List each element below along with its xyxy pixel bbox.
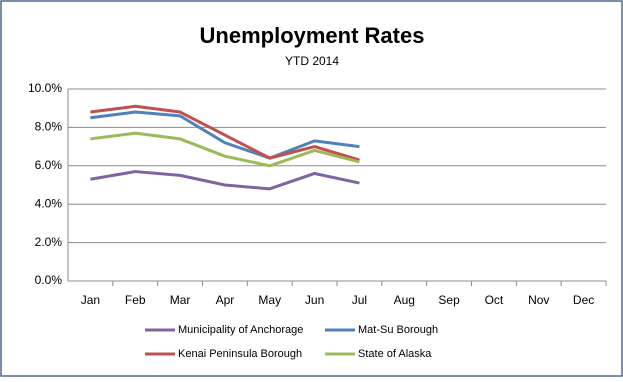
legend-label: Mat-Su Borough: [358, 324, 438, 336]
chart-subtitle: YTD 2014: [285, 54, 339, 68]
y-tick-label: 10.0%: [28, 81, 62, 95]
x-tick-label: Feb: [125, 293, 146, 307]
chart-title: Unemployment Rates: [200, 23, 425, 48]
x-tick-label: Jan: [81, 293, 100, 307]
x-tick-label: Jun: [305, 293, 324, 307]
series-line: [90, 110, 360, 160]
legend-label: Municipality of Anchorage: [178, 324, 303, 336]
series-line: [90, 104, 360, 162]
y-tick-label: 2.0%: [35, 235, 63, 249]
series-line: [90, 131, 360, 168]
y-tick-label: 8.0%: [35, 120, 63, 134]
x-tick-label: Dec: [573, 293, 594, 307]
x-tick-label: Aug: [394, 293, 415, 307]
y-tick-label: 0.0%: [35, 273, 63, 287]
legend-label: State of Alaska: [358, 348, 432, 360]
x-tick-label: Jul: [352, 293, 367, 307]
y-tick-label: 6.0%: [35, 158, 63, 172]
y-tick-label: 4.0%: [35, 196, 63, 210]
x-tick-label: Oct: [485, 293, 504, 307]
x-tick-label: May: [258, 293, 281, 307]
legend-label: Kenai Peninsula Borough: [178, 348, 302, 360]
x-tick-label: Apr: [216, 293, 235, 307]
x-tick-label: Sep: [438, 293, 460, 307]
x-tick-label: Nov: [528, 293, 549, 307]
x-tick-label: Mar: [170, 293, 191, 307]
series-line: [90, 170, 360, 191]
